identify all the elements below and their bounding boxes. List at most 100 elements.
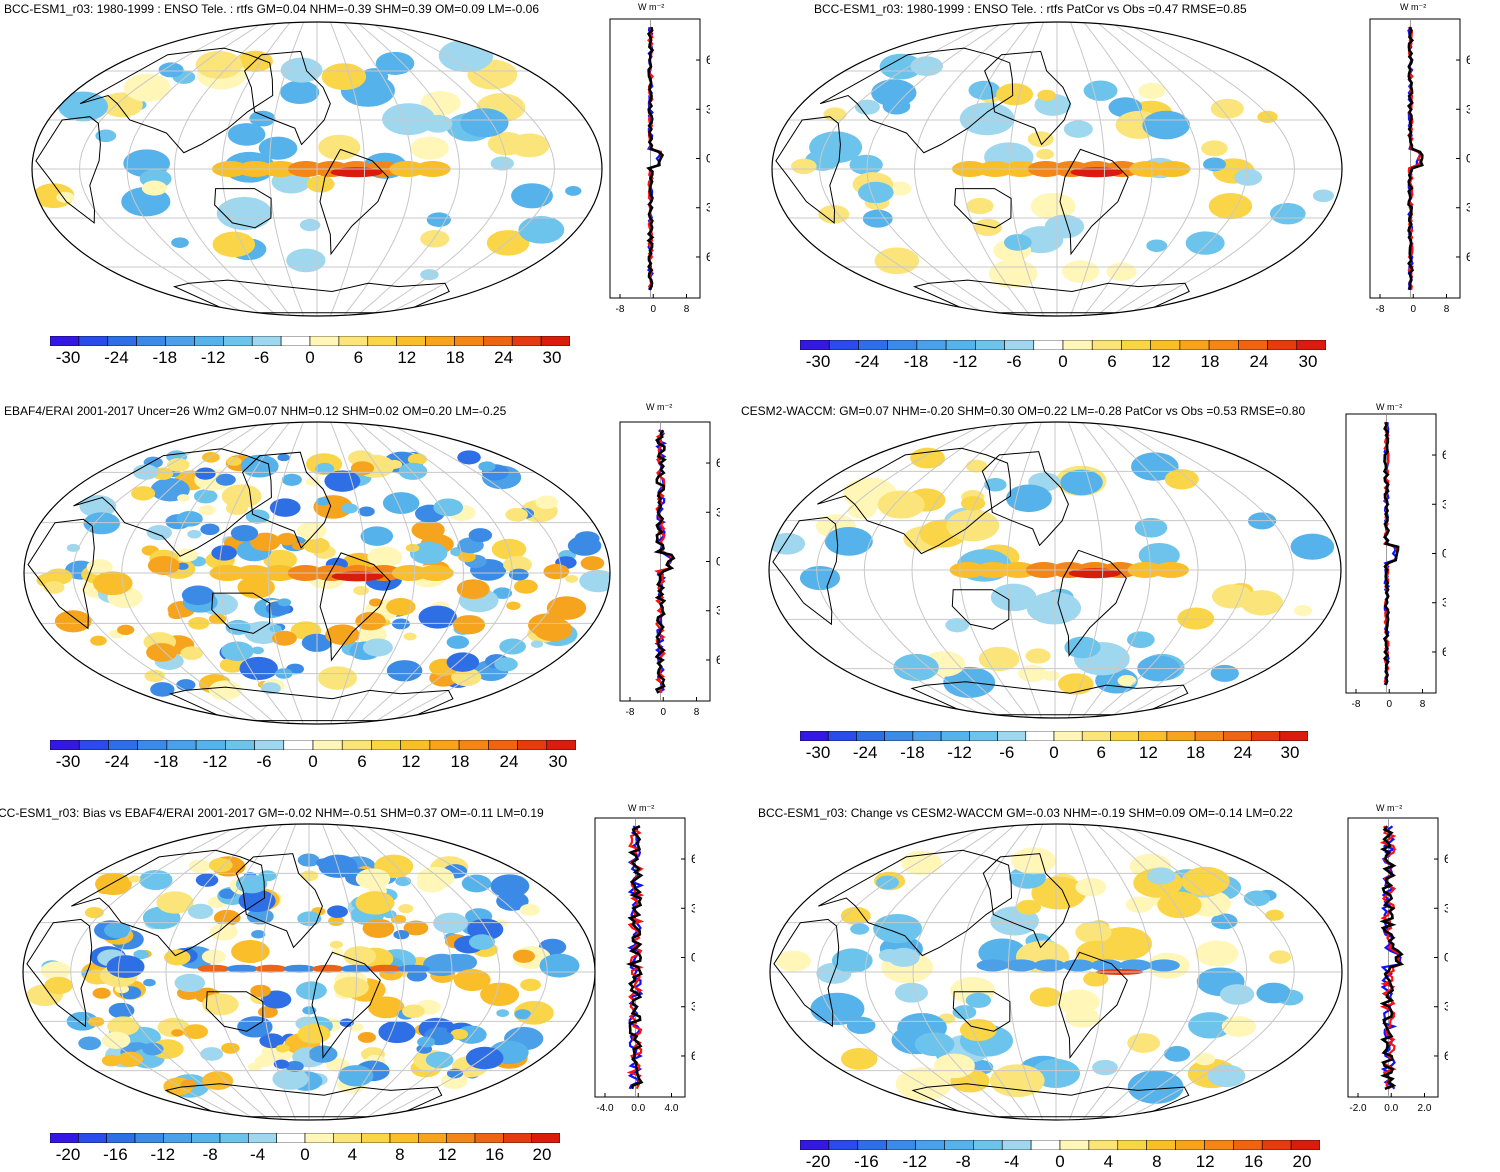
anomaly-patch <box>910 56 943 76</box>
anomaly-patch <box>321 63 367 90</box>
lat-label: 60S <box>1442 645 1446 659</box>
anomaly-patch <box>269 498 301 517</box>
lat-label: 30N <box>691 901 695 915</box>
lat-label: 60N <box>1442 448 1446 462</box>
anomaly-patch <box>1058 673 1094 695</box>
anomaly-patch <box>1207 1064 1246 1088</box>
anomaly-patch <box>1005 959 1038 972</box>
anomaly-patch <box>202 1071 234 1090</box>
colorbar-box <box>1138 731 1168 741</box>
colorbar-box <box>858 340 888 350</box>
anomaly-patch <box>180 646 204 660</box>
colorbar-box <box>997 731 1027 741</box>
anomaly-patch <box>286 248 326 273</box>
anomaly-patch <box>174 973 206 993</box>
anomaly-patch <box>978 646 1020 672</box>
anomaly-patch <box>171 237 189 248</box>
anomaly-patch <box>237 1016 273 1038</box>
anomaly-patch <box>104 922 132 939</box>
anomaly-patch <box>1127 1033 1161 1053</box>
anomaly-patch <box>277 453 290 462</box>
map-field <box>770 824 1342 1120</box>
colorbar-box <box>454 336 484 346</box>
colorbar-box <box>915 1140 945 1150</box>
anomaly-patch <box>769 532 806 555</box>
graticule-lon <box>863 422 1003 718</box>
graticule-lon <box>375 824 548 1120</box>
anomaly-patch <box>514 1009 532 1020</box>
zonal-mean-plot: 60N 30N 0 30S 60S -8 0 8 <box>619 421 720 718</box>
anomaly-patch <box>367 546 403 568</box>
anomaly-patch <box>1106 262 1137 281</box>
anomaly-patch <box>254 964 287 973</box>
colorbar-label: -24 <box>104 752 130 771</box>
colorbar-label: -4 <box>1004 1152 1020 1171</box>
anomaly-patch <box>402 1004 425 1019</box>
anomaly-patch <box>966 197 994 215</box>
graticule-lon <box>1069 22 1106 316</box>
colorbar-box <box>166 740 197 750</box>
anomaly-patch <box>106 955 145 979</box>
colorbar-box <box>1121 340 1151 350</box>
colorbar-box <box>800 340 830 350</box>
anomaly-patch <box>84 906 104 919</box>
graticule-lon <box>260 824 297 1120</box>
anomaly-patch <box>420 230 450 248</box>
colorbar-box <box>975 340 1005 350</box>
anomaly-patch <box>355 868 391 890</box>
colorbar <box>800 1140 1320 1150</box>
anomaly-patch <box>1029 987 1063 1007</box>
anomaly-patch <box>382 492 420 515</box>
anomaly-patch <box>1268 950 1292 964</box>
colorbar-box <box>50 740 80 750</box>
anomaly-patch <box>1068 568 1121 579</box>
colorbar-box <box>191 1133 221 1143</box>
anomaly-patch <box>1011 847 1056 875</box>
coastline-australia <box>954 188 1012 229</box>
anomaly-patch <box>1033 959 1066 972</box>
anomaly-patch <box>259 1033 285 1049</box>
anomaly-patch <box>567 535 602 556</box>
colorbar-label: 20 <box>1292 1152 1312 1171</box>
anomaly-patch <box>873 913 922 944</box>
colorbar-box <box>219 1133 249 1143</box>
coastline-south-america <box>311 951 381 1059</box>
anomaly-patch <box>879 53 923 80</box>
anomaly-patch <box>505 507 528 522</box>
graticule-lon <box>960 824 1030 1120</box>
coastline-australia <box>211 592 271 634</box>
zonal-line-black <box>1382 422 1400 686</box>
colorbar-box <box>137 740 168 750</box>
colorbar-box <box>1296 340 1326 350</box>
graticule-lon <box>1096 22 1201 316</box>
colorbar-label: -16 <box>103 1145 128 1164</box>
graticule-lon <box>1082 824 1152 1120</box>
anomaly-patch <box>246 908 274 925</box>
anomaly-patch <box>93 571 133 596</box>
anomaly-patch <box>1044 214 1085 239</box>
anomaly-patch <box>95 129 117 143</box>
colorbar-box <box>531 1133 560 1143</box>
anomaly-patch <box>201 949 226 964</box>
colorbar-box <box>195 740 226 750</box>
anomaly-patch <box>240 454 279 478</box>
anomaly-patch <box>144 669 165 683</box>
zonal-mean-plot: 60N 30N 0 30S 60S -4.0 0.0 4.0 <box>594 817 695 1114</box>
coastline-eurasia-west <box>71 849 266 957</box>
anomaly-patch <box>1203 157 1226 172</box>
lat-label: 30N <box>1466 102 1470 116</box>
anomaly-patch <box>1146 239 1168 252</box>
anomaly-patch <box>1138 82 1166 99</box>
anomaly-patch <box>496 1009 510 1017</box>
colorbar-box <box>251 336 282 346</box>
lat-label: 60N <box>706 53 710 67</box>
colorbar-box <box>367 336 397 346</box>
anomaly-patch <box>230 524 259 542</box>
anomaly-patch <box>1006 484 1052 513</box>
anomaly-patch <box>40 961 71 980</box>
anomaly-patch <box>316 858 332 868</box>
anomaly-patch <box>283 964 316 973</box>
anomaly-patch <box>339 1018 354 1027</box>
global-map <box>22 823 596 1121</box>
graticule-lon <box>169 422 277 724</box>
